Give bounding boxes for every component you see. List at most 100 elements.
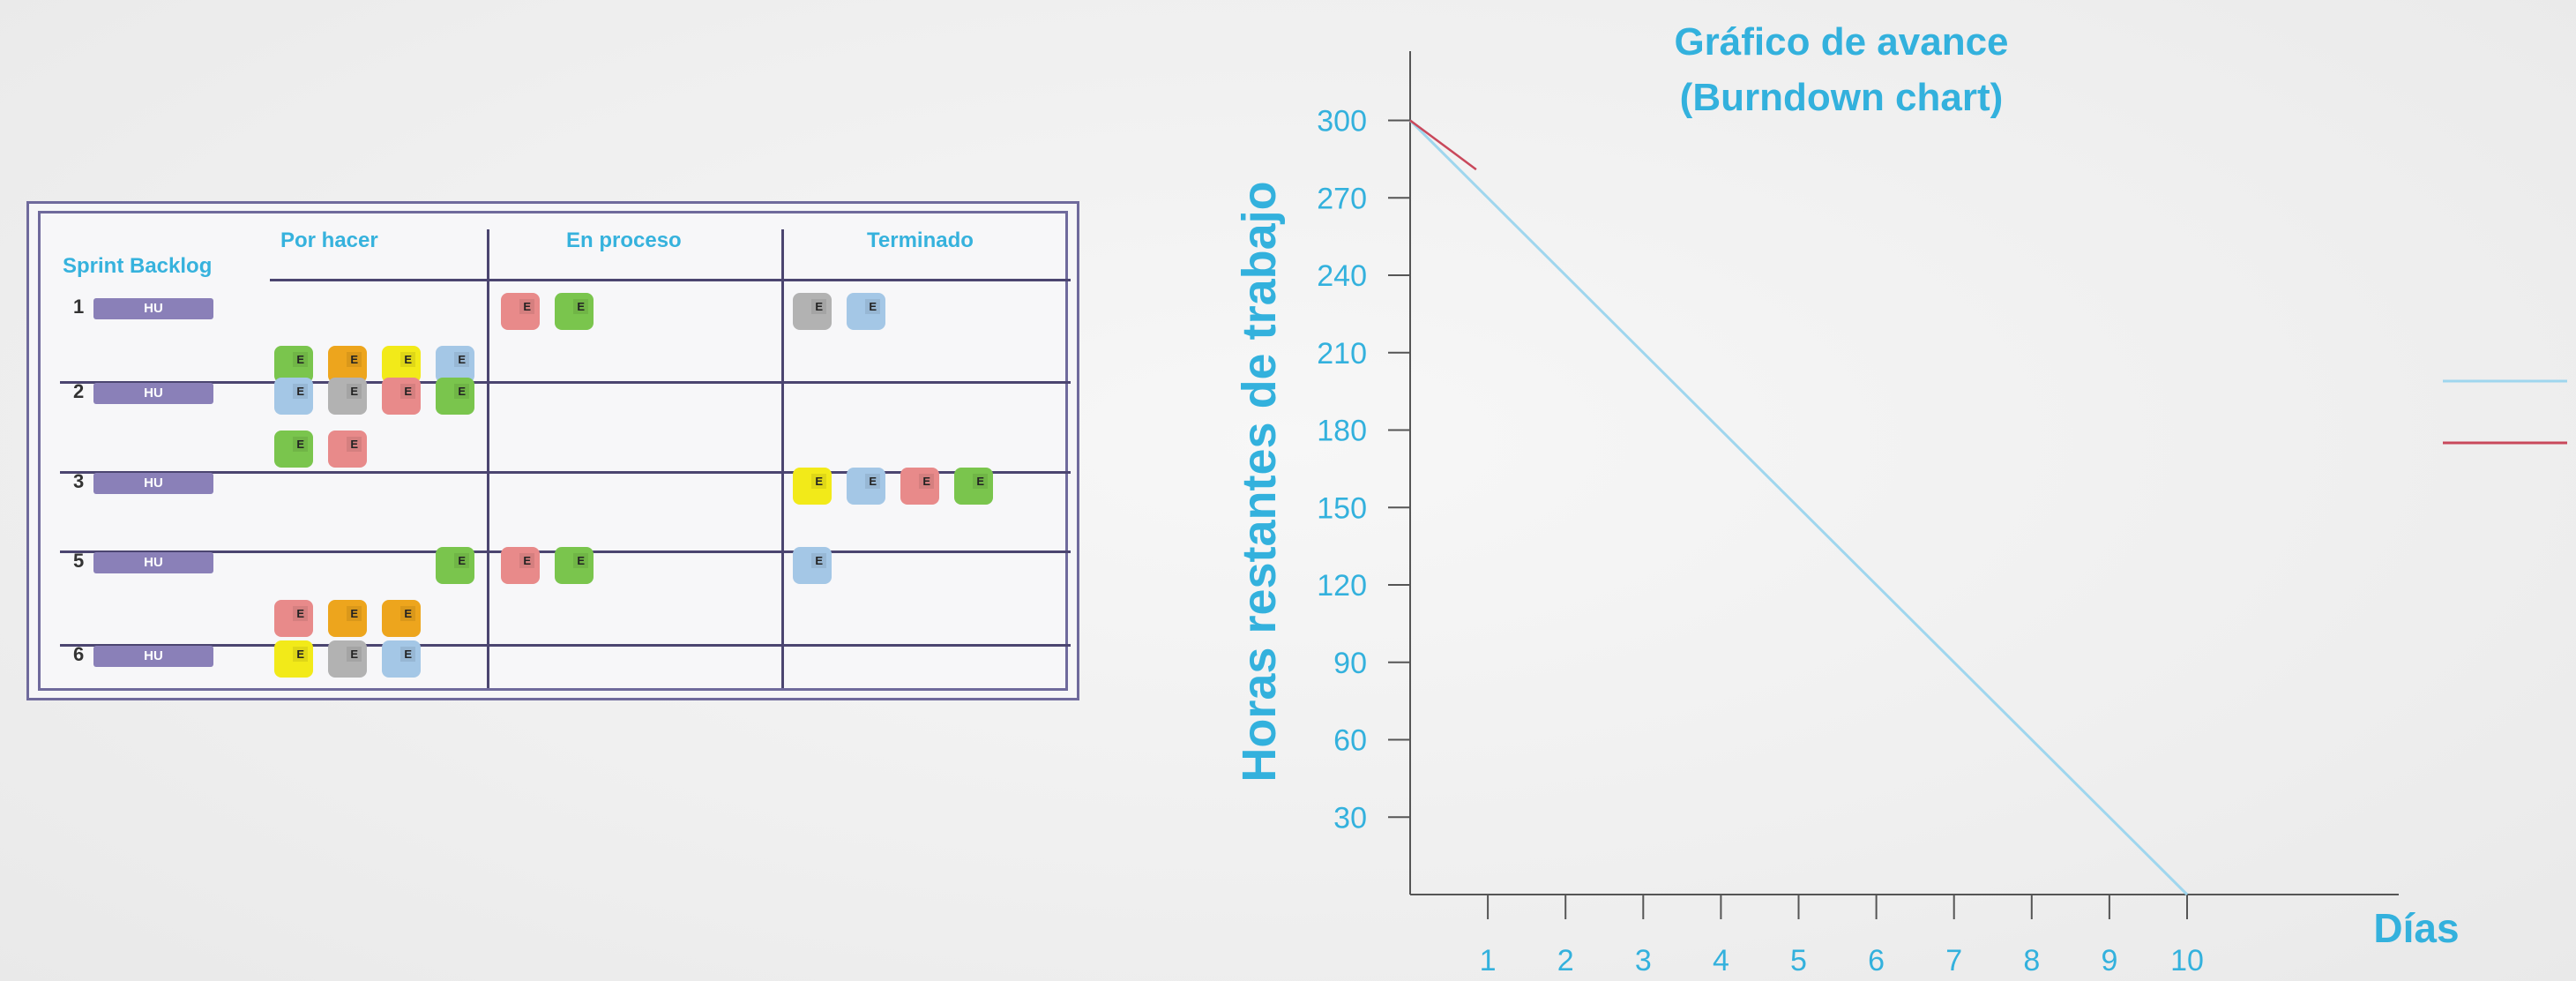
y-axis-label: Horas restantes de trabajo (1233, 181, 1286, 782)
task-card-label: E (573, 553, 588, 568)
task-card-green-por-hacer[interactable]: E (436, 547, 474, 584)
task-card-label: E (400, 606, 415, 621)
task-card-label: E (865, 474, 880, 489)
task-card-green-terminado[interactable]: E (954, 468, 993, 505)
row-number: 2 (73, 380, 85, 402)
user-story-badge[interactable]: HU (93, 298, 213, 319)
task-card-gray-terminado[interactable]: E (793, 293, 832, 330)
y-tick-label: 210 (1317, 337, 1367, 371)
x-tick-label: 6 (1868, 944, 1885, 977)
column-header-por-hacer: Por hacer (280, 228, 378, 252)
task-card-label: E (347, 606, 362, 621)
row-number: 3 (73, 470, 85, 492)
user-story-badge[interactable]: HU (93, 383, 213, 404)
y-tick-label: 30 (1333, 801, 1367, 835)
task-card-green-en-proceso[interactable]: E (555, 293, 594, 330)
task-card-blue-por-hacer[interactable]: E (382, 640, 421, 678)
task-card-label: E (454, 384, 469, 399)
task-card-label: E (919, 474, 934, 489)
x-tick-label: 7 (1945, 944, 1962, 977)
task-card-red-en-proceso[interactable]: E (501, 293, 540, 330)
task-card-label: E (811, 553, 826, 568)
task-card-label: E (293, 437, 308, 452)
user-story-badge[interactable]: HU (93, 552, 213, 573)
user-story-badge[interactable]: HU (93, 646, 213, 667)
task-card-orange-por-hacer[interactable]: E (382, 600, 421, 637)
row-divider-4 (60, 644, 1071, 647)
y-tick-label: 300 (1317, 105, 1367, 139)
task-card-label: E (519, 553, 534, 568)
column-header-en-proceso: En proceso (566, 228, 682, 252)
x-tick-label: 4 (1713, 944, 1729, 977)
task-card-label: E (293, 606, 308, 621)
y-tick-label: 240 (1317, 259, 1367, 293)
task-card-green-por-hacer[interactable]: E (274, 431, 313, 468)
x-tick-label: 10 (2170, 944, 2204, 977)
task-card-yellow-terminado[interactable]: E (793, 468, 832, 505)
task-card-red-por-hacer[interactable]: E (274, 600, 313, 637)
task-card-label: E (293, 647, 308, 662)
task-card-label: E (400, 384, 415, 399)
task-card-blue-terminado[interactable]: E (793, 547, 832, 584)
row-divider-2 (60, 471, 1071, 474)
task-card-red-por-hacer[interactable]: E (328, 431, 367, 468)
task-card-blue-por-hacer[interactable]: E (274, 378, 313, 415)
task-card-label: E (293, 384, 308, 399)
x-tick-label: 9 (2101, 944, 2117, 977)
task-card-yellow-por-hacer[interactable]: E (382, 346, 421, 383)
row-number: 1 (73, 296, 85, 318)
task-card-orange-por-hacer[interactable]: E (328, 346, 367, 383)
task-card-blue-por-hacer[interactable]: E (436, 346, 474, 383)
task-card-orange-por-hacer[interactable]: E (328, 600, 367, 637)
task-card-red-por-hacer[interactable]: E (382, 378, 421, 415)
task-card-label: E (973, 474, 988, 489)
task-card-label: E (400, 352, 415, 367)
task-card-yellow-por-hacer[interactable]: E (274, 640, 313, 678)
y-tick-label: 270 (1317, 182, 1367, 215)
row-number: 5 (73, 550, 85, 572)
sprint-board-inner: Sprint Backlog Por hacer En proceso Term… (38, 211, 1071, 691)
task-card-label: E (347, 352, 362, 367)
task-card-label: E (811, 299, 826, 314)
user-story-badge[interactable]: HU (93, 473, 213, 494)
task-card-label: E (454, 553, 469, 568)
y-tick-label: 120 (1317, 569, 1367, 603)
task-card-red-terminado[interactable]: E (900, 468, 939, 505)
series-ideal-line (1408, 119, 2189, 896)
sprint-board: Sprint Backlog Por hacer En proceso Term… (26, 201, 1079, 700)
y-tick-label: 150 (1317, 491, 1367, 525)
x-tick-label: 2 (1557, 944, 1574, 977)
task-card-gray-por-hacer[interactable]: E (328, 640, 367, 678)
series-actual-line (1409, 119, 1477, 171)
row-divider-1 (60, 381, 1071, 384)
task-card-label: E (400, 647, 415, 662)
task-card-label: E (347, 384, 362, 399)
y-tick-label: 180 (1317, 415, 1367, 448)
task-card-green-en-proceso[interactable]: E (555, 547, 594, 584)
column-divider-1 (487, 229, 489, 688)
task-card-label: E (865, 299, 880, 314)
header-divider (270, 279, 1071, 281)
x-tick-label: 3 (1635, 944, 1652, 977)
burndown-chart: Gráfico de avance (Burndown chart) Horas… (1233, 20, 2567, 977)
task-card-gray-por-hacer[interactable]: E (328, 378, 367, 415)
task-card-red-en-proceso[interactable]: E (501, 547, 540, 584)
task-card-label: E (454, 352, 469, 367)
chart-title: Gráfico de avance (1674, 20, 2008, 64)
x-tick-label: 5 (1790, 944, 1807, 977)
task-card-label: E (347, 437, 362, 452)
task-card-label: E (347, 647, 362, 662)
y-tick-label: 90 (1333, 647, 1367, 680)
row-number: 6 (73, 643, 85, 665)
task-card-blue-terminado[interactable]: E (847, 293, 885, 330)
task-card-blue-terminado[interactable]: E (847, 468, 885, 505)
task-card-green-por-hacer[interactable]: E (274, 346, 313, 383)
column-divider-2 (781, 229, 784, 688)
task-card-label: E (293, 352, 308, 367)
x-axis-label: Días (2373, 905, 2459, 951)
x-tick-label: 8 (2023, 944, 2040, 977)
chart-subtitle: (Burndown chart) (1680, 76, 2004, 119)
column-header-terminado: Terminado (867, 228, 974, 252)
task-card-label: E (573, 299, 588, 314)
task-card-green-por-hacer[interactable]: E (436, 378, 474, 415)
